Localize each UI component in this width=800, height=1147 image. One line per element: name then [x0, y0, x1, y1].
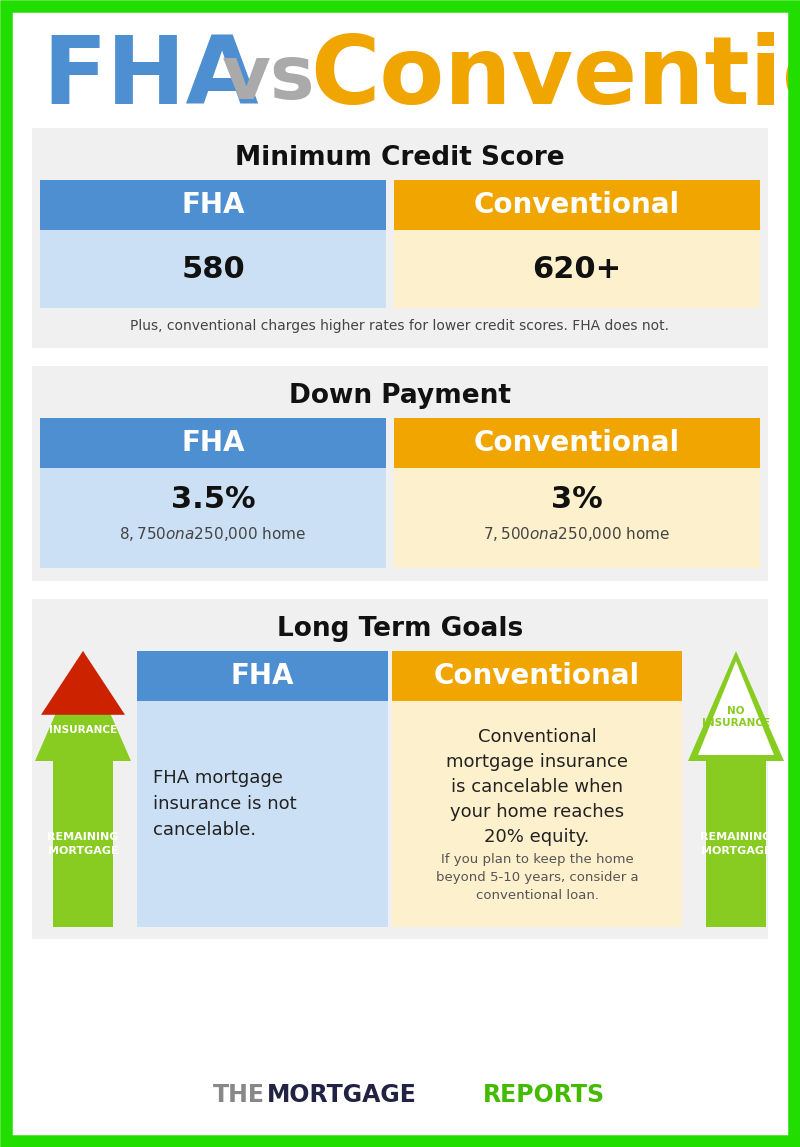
- FancyBboxPatch shape: [32, 128, 768, 348]
- FancyBboxPatch shape: [392, 651, 682, 701]
- FancyBboxPatch shape: [40, 180, 386, 231]
- Text: FHA mortgage
insurance is not
cancelable.: FHA mortgage insurance is not cancelable…: [153, 768, 297, 840]
- FancyBboxPatch shape: [137, 701, 388, 927]
- Text: INSURANCE: INSURANCE: [49, 725, 117, 735]
- FancyBboxPatch shape: [394, 468, 760, 568]
- Text: Conventional: Conventional: [310, 32, 800, 124]
- Polygon shape: [35, 651, 131, 760]
- Text: vs: vs: [222, 41, 315, 115]
- Text: FHA: FHA: [182, 192, 245, 219]
- Text: FHA: FHA: [230, 662, 294, 690]
- Polygon shape: [688, 651, 784, 760]
- Text: FHA: FHA: [42, 32, 258, 124]
- Text: $7,500 on a $250,000 home: $7,500 on a $250,000 home: [483, 525, 670, 543]
- Text: 3%: 3%: [551, 485, 603, 515]
- Text: MORTGAGE: MORTGAGE: [267, 1083, 417, 1107]
- FancyBboxPatch shape: [137, 651, 388, 701]
- Text: Conventional: Conventional: [474, 429, 680, 457]
- Text: 620+: 620+: [532, 255, 622, 283]
- FancyBboxPatch shape: [32, 599, 768, 939]
- FancyBboxPatch shape: [706, 760, 766, 927]
- Text: $8,750 on a $250,000 home: $8,750 on a $250,000 home: [119, 525, 306, 543]
- FancyBboxPatch shape: [40, 231, 386, 309]
- FancyBboxPatch shape: [40, 468, 386, 568]
- Polygon shape: [41, 651, 125, 715]
- Text: Conventional: Conventional: [434, 662, 640, 690]
- Text: Minimum Credit Score: Minimum Credit Score: [235, 145, 565, 171]
- Text: 3.5%: 3.5%: [170, 485, 255, 515]
- FancyBboxPatch shape: [394, 231, 760, 309]
- Text: THE: THE: [213, 1083, 265, 1107]
- Text: Down Payment: Down Payment: [289, 383, 511, 409]
- FancyBboxPatch shape: [392, 701, 682, 927]
- FancyBboxPatch shape: [40, 418, 386, 468]
- Text: REMAINING
MORTGAGE: REMAINING MORTGAGE: [47, 833, 118, 856]
- Text: NO
INSURANCE: NO INSURANCE: [702, 705, 770, 728]
- Text: Plus, conventional charges higher rates for lower credit scores. FHA does not.: Plus, conventional charges higher rates …: [130, 319, 670, 333]
- Text: Long Term Goals: Long Term Goals: [277, 616, 523, 642]
- Text: Conventional: Conventional: [474, 192, 680, 219]
- FancyBboxPatch shape: [53, 760, 113, 927]
- Text: FHA: FHA: [182, 429, 245, 457]
- Text: 580: 580: [181, 255, 245, 283]
- Polygon shape: [698, 661, 774, 755]
- FancyBboxPatch shape: [32, 366, 768, 582]
- FancyBboxPatch shape: [394, 418, 760, 468]
- Text: Conventional
mortgage insurance
is cancelable when
your home reaches
20% equity.: Conventional mortgage insurance is cance…: [446, 728, 628, 845]
- Text: REMAINING
MORTGAGE: REMAINING MORTGAGE: [700, 833, 772, 856]
- FancyBboxPatch shape: [394, 180, 760, 231]
- Text: If you plan to keep the home
beyond 5-10 years, consider a
conventional loan.: If you plan to keep the home beyond 5-10…: [436, 852, 638, 902]
- Text: REPORTS: REPORTS: [483, 1083, 605, 1107]
